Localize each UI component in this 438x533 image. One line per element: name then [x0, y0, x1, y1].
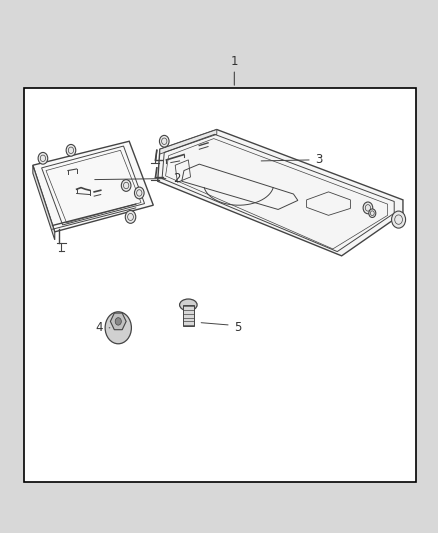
Circle shape	[369, 209, 376, 217]
Circle shape	[125, 211, 136, 223]
Text: 1: 1	[230, 55, 238, 68]
Circle shape	[159, 135, 169, 147]
Circle shape	[363, 202, 373, 214]
Circle shape	[66, 144, 76, 156]
Polygon shape	[110, 313, 126, 330]
Text: 2: 2	[173, 172, 180, 185]
FancyBboxPatch shape	[24, 88, 416, 482]
Polygon shape	[183, 305, 194, 326]
Ellipse shape	[180, 299, 197, 311]
Circle shape	[392, 211, 406, 228]
Circle shape	[134, 187, 144, 199]
Polygon shape	[160, 130, 217, 154]
Circle shape	[121, 180, 131, 191]
Polygon shape	[158, 130, 403, 256]
Circle shape	[38, 152, 48, 164]
Circle shape	[105, 312, 131, 344]
Circle shape	[115, 318, 121, 325]
Polygon shape	[33, 165, 55, 240]
Text: 4: 4	[95, 321, 103, 334]
Polygon shape	[33, 141, 153, 232]
Text: 3: 3	[315, 154, 323, 166]
Text: 5: 5	[234, 321, 242, 334]
